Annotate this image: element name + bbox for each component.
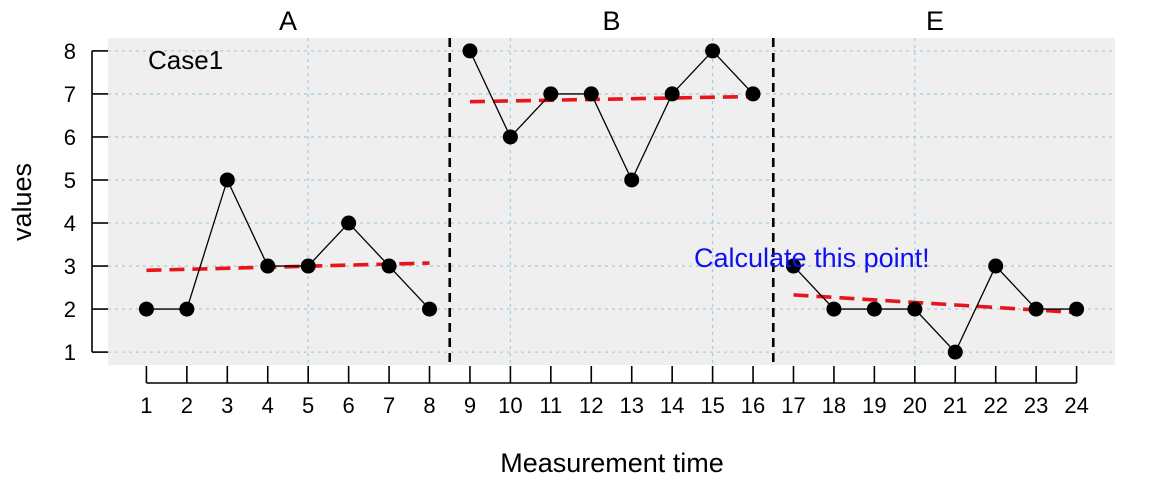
data-point: [1069, 301, 1085, 317]
x-tick-label: 17: [781, 393, 805, 418]
data-point: [785, 258, 801, 274]
data-point: [664, 86, 680, 102]
data-point: [381, 258, 397, 274]
series-line-phase-B: [469, 49, 754, 182]
x-tick-label: 9: [464, 393, 476, 418]
x-tick-label: 7: [383, 393, 395, 418]
x-tick-label: 14: [660, 393, 684, 418]
data-point: [422, 301, 438, 317]
data-point: [219, 172, 235, 188]
y-tick-label: 5: [64, 168, 76, 193]
trend-line-phase-B: [469, 94, 754, 104]
phase-label-B: B: [602, 6, 620, 36]
x-tick-label: 4: [262, 393, 274, 418]
data-point: [341, 215, 357, 231]
phase-label-A: A: [279, 6, 297, 36]
case-label: Case1: [148, 45, 223, 75]
x-tick-label: 24: [1064, 393, 1088, 418]
data-point: [462, 43, 478, 59]
x-tick-label: 22: [983, 393, 1007, 418]
x-tick-label: 2: [181, 393, 193, 418]
y-tick-label: 7: [64, 82, 76, 107]
x-axis: 1 2 3 4 5 6 7 8 9 10 11 12 13 14 15 16 17 18 19 20 21 22 23 24: [140, 366, 1089, 418]
y-axis-title: values: [7, 163, 37, 241]
x-tick-label: 6: [343, 393, 355, 418]
data-point: [907, 301, 923, 317]
x-tick-label: 16: [741, 393, 765, 418]
data-point: [826, 301, 842, 317]
y-tick-label: 4: [64, 211, 76, 236]
data-point: [543, 86, 559, 102]
data-point: [260, 258, 276, 274]
x-axis-title: Measurement time: [500, 448, 724, 478]
data-point: [705, 43, 721, 59]
annotation-text: Calculate this point!: [694, 243, 930, 273]
x-tick-label: 12: [579, 393, 603, 418]
data-point: [583, 86, 599, 102]
phase-label-E: E: [926, 6, 944, 36]
x-tick-label: 5: [302, 393, 314, 418]
y-tick-label: 2: [64, 297, 76, 322]
series-line-phase-A: [146, 178, 430, 310]
x-tick-label: 19: [862, 393, 886, 418]
data-point: [624, 172, 640, 188]
plot-panel: [108, 38, 1115, 365]
data-point: [300, 258, 316, 274]
phase-boundaries: [448, 38, 775, 365]
y-tick-label: 3: [64, 254, 76, 279]
x-tick-label: 18: [822, 393, 846, 418]
y-tick-label: 6: [64, 125, 76, 150]
data-point: [988, 258, 1004, 274]
data-point: [502, 129, 518, 145]
data-point: [1028, 301, 1044, 317]
x-tick-label: 10: [498, 393, 522, 418]
data-point: [947, 344, 963, 360]
x-tick-label: 13: [619, 393, 643, 418]
y-tick-label: 8: [64, 39, 76, 64]
grid-layer: [108, 38, 1115, 365]
x-tick-label: 21: [943, 393, 967, 418]
data-point: [179, 301, 195, 317]
x-tick-label: 11: [539, 393, 562, 418]
data-point: [866, 301, 882, 317]
x-tick-label: 8: [423, 393, 435, 418]
x-tick-label: 23: [1024, 393, 1048, 418]
data-series: [138, 43, 1085, 360]
x-tick-label: 20: [903, 393, 927, 418]
y-tick-label: 1: [64, 340, 76, 365]
data-point: [745, 86, 761, 102]
x-tick-label: 3: [221, 393, 233, 418]
y-axis: 1 2 3 4 5 6 7 8: [64, 39, 108, 365]
data-point: [138, 301, 154, 317]
x-tick-label: 1: [140, 393, 152, 418]
x-tick-label: 15: [700, 393, 724, 418]
